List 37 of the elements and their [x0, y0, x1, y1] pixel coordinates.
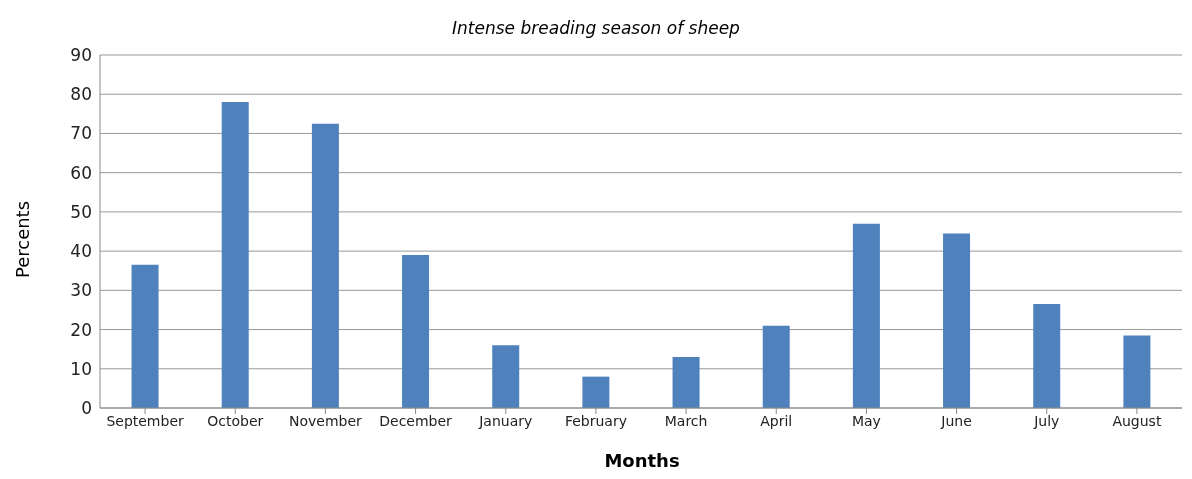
y-tick-label: 20	[70, 319, 92, 340]
y-axis-title: Percents	[12, 200, 34, 279]
x-tick-label: December	[379, 412, 453, 429]
x-tick-label: February	[564, 412, 627, 429]
y-tick-label: 60	[70, 162, 92, 183]
x-tick-label: October	[207, 412, 264, 429]
y-tick-label: 80	[70, 84, 92, 105]
bar	[131, 264, 159, 408]
y-tick-label: 70	[70, 123, 92, 144]
x-axis-title: Months	[603, 450, 681, 471]
bar	[492, 345, 520, 408]
x-tick-label: August	[1112, 412, 1162, 429]
x-tick-label: April	[760, 412, 793, 429]
x-tick-label: September	[106, 412, 185, 429]
x-tick-label: November	[288, 412, 363, 429]
bar	[852, 223, 880, 408]
y-tick-label: 90	[70, 45, 92, 66]
bar	[1123, 335, 1151, 408]
x-tick-label: March	[664, 412, 708, 429]
x-tick-label: July	[1033, 412, 1060, 429]
x-tick-label: June	[940, 412, 972, 429]
y-tick-label: 0	[81, 398, 92, 419]
bar	[943, 233, 971, 408]
bar	[672, 357, 700, 408]
bar	[762, 325, 790, 408]
y-tick-label: 10	[70, 358, 92, 379]
x-tick-label: January	[478, 412, 533, 429]
bar	[582, 376, 610, 408]
y-tick-label: 30	[70, 280, 92, 301]
y-tick-label: 40	[70, 241, 92, 262]
bar	[402, 255, 430, 408]
bar	[311, 123, 339, 408]
chart-title: Intense breading season of sheep	[451, 18, 741, 38]
y-tick-label: 50	[70, 201, 92, 222]
bar	[221, 102, 249, 408]
bar	[1033, 304, 1061, 408]
x-tick-label: May	[851, 412, 881, 429]
